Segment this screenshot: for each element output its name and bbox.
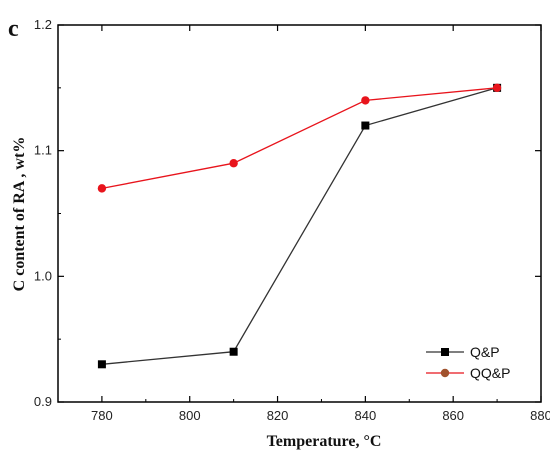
panel-label: c	[8, 16, 19, 42]
legend-label: Q&P	[470, 344, 500, 360]
x-tick-label: 820	[267, 408, 289, 423]
legend-label: QQ&P	[470, 365, 510, 381]
y-tick-label: 0.9	[34, 394, 52, 409]
x-axis-title: Temperature, °C	[267, 433, 382, 450]
y-tick-label: 1.2	[34, 17, 52, 32]
x-tick-label: 880	[530, 408, 550, 423]
y-tick-label: 1.1	[34, 143, 52, 158]
y-tick-label: 1.0	[34, 268, 52, 283]
data-point-series-1	[361, 121, 370, 130]
data-point-series-1	[229, 347, 238, 356]
x-tick-label: 780	[91, 408, 113, 423]
plot-frame	[57, 24, 542, 403]
x-tick-label: 840	[355, 408, 377, 423]
legend-marker	[440, 368, 450, 378]
data-point-series-1	[97, 360, 106, 369]
series-line-2	[101, 87, 498, 190]
data-point-series-2	[361, 96, 370, 105]
y-axis-title: C content of RA , wt%	[11, 137, 28, 292]
x-tick-label: 800	[179, 408, 201, 423]
data-point-series-2	[492, 83, 502, 93]
x-tick-label: 860	[442, 408, 464, 423]
data-point-series-2	[97, 184, 107, 193]
data-point-series-2	[229, 159, 238, 168]
series-line-1	[101, 87, 498, 365]
legend-marker	[441, 348, 449, 356]
plot-layer: 780 800 820 840 860 880 0.9 1.0 1.1 1.2 Q&P QQ&P	[34, 17, 550, 423]
